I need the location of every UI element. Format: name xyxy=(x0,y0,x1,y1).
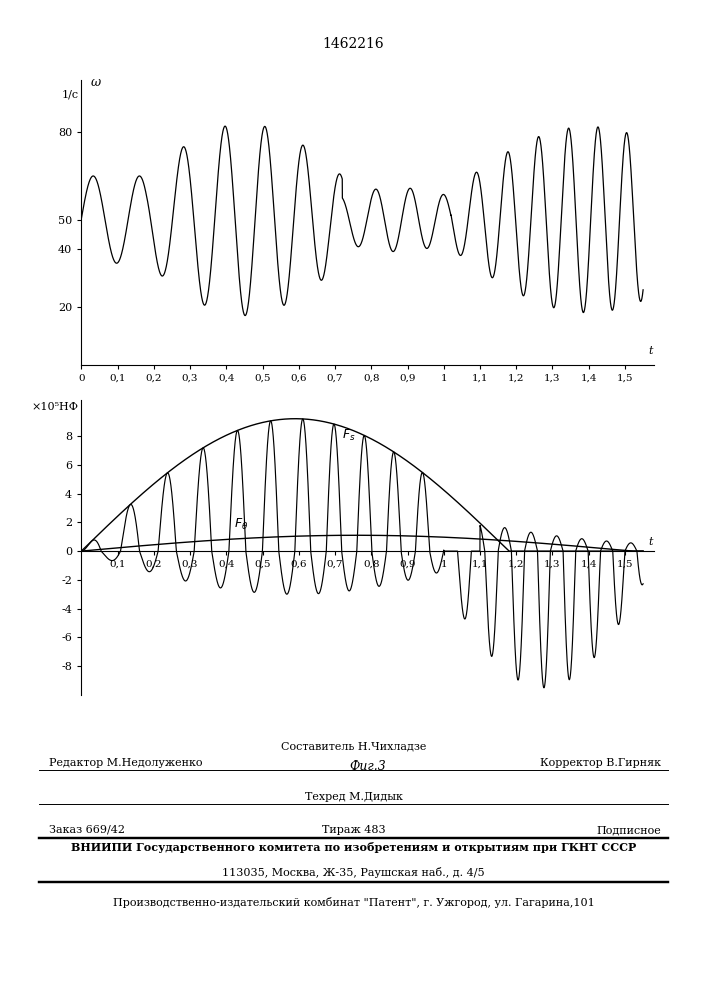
Text: Фиг.3: Фиг.3 xyxy=(349,760,386,773)
Text: ω: ω xyxy=(90,76,100,89)
Text: Корректор В.Гирняк: Корректор В.Гирняк xyxy=(540,758,661,768)
Text: Заказ 669/42: Заказ 669/42 xyxy=(49,825,125,835)
Text: 1462216: 1462216 xyxy=(322,37,385,51)
Text: Тираж 483: Тираж 483 xyxy=(322,825,385,835)
Text: Редактор М.Недолуженко: Редактор М.Недолуженко xyxy=(49,758,203,768)
Text: Фиг.2: Фиг.2 xyxy=(349,416,386,429)
Text: Подписное: Подписное xyxy=(596,825,661,835)
Text: Составитель Н.Чихладзе: Составитель Н.Чихладзе xyxy=(281,741,426,751)
Text: Техред М.Дидык: Техред М.Дидык xyxy=(305,792,402,802)
Text: $F_\theta$: $F_\theta$ xyxy=(233,517,248,532)
Text: t: t xyxy=(648,346,653,356)
Text: t: t xyxy=(648,537,653,547)
Text: ×10⁵НФ: ×10⁵НФ xyxy=(31,402,78,412)
Text: 1/c: 1/c xyxy=(62,90,78,100)
Text: 113035, Москва, Ж-35, Раушская наб., д. 4/5: 113035, Москва, Ж-35, Раушская наб., д. … xyxy=(222,867,485,878)
Text: Производственно-издательский комбинат "Патент", г. Ужгород, ул. Гагарина,101: Производственно-издательский комбинат "П… xyxy=(112,897,595,908)
Text: $F_s$: $F_s$ xyxy=(342,428,356,443)
Text: ВНИИПИ Государственного комитета по изобретениям и открытиям при ГКНТ СССР: ВНИИПИ Государственного комитета по изоб… xyxy=(71,842,636,853)
